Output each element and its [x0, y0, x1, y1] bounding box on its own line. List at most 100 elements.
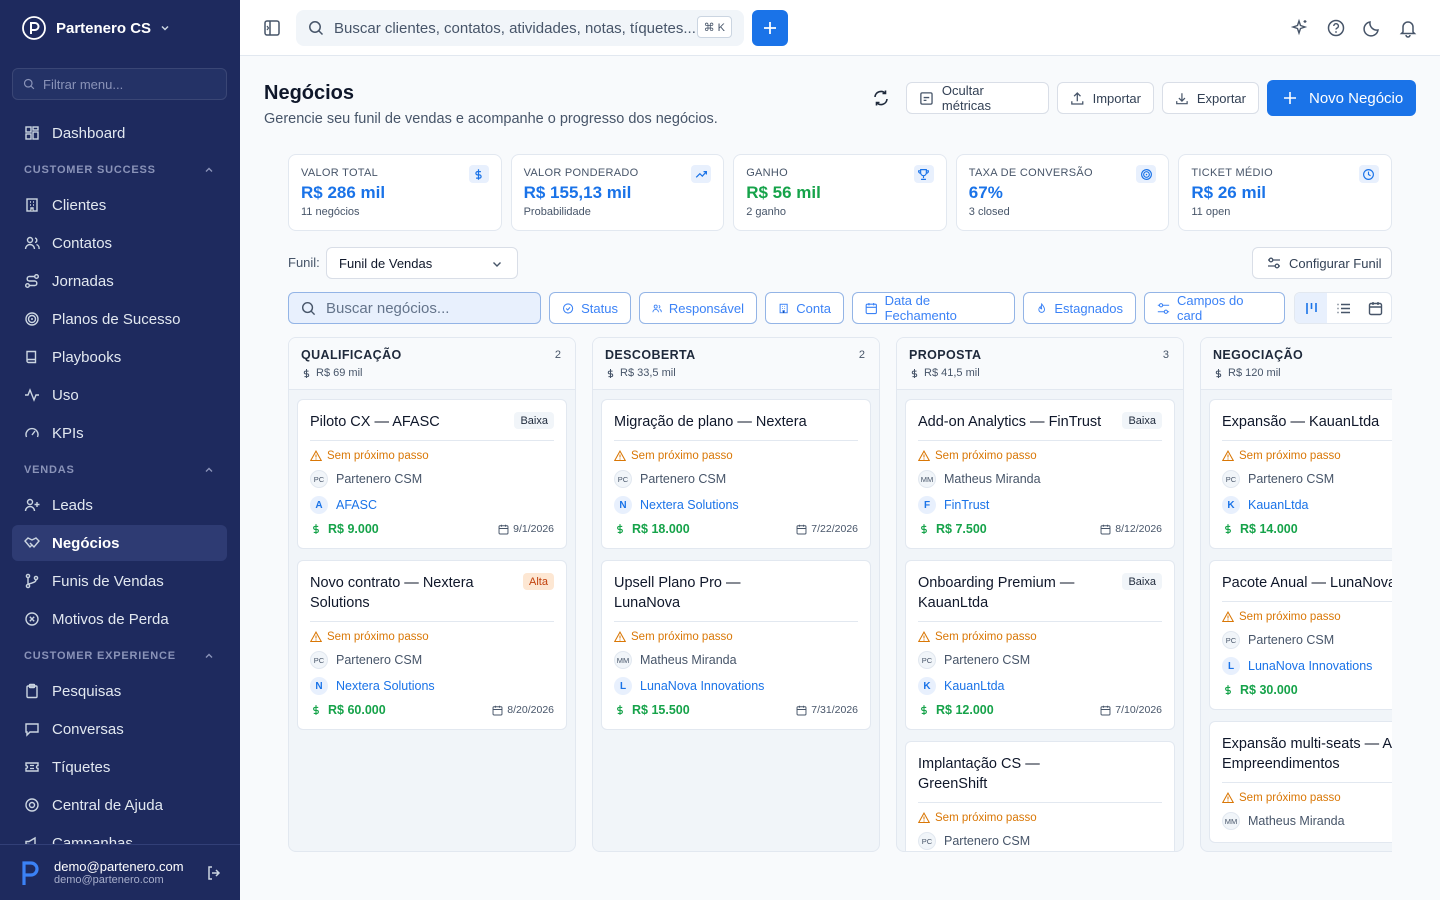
account-link[interactable]: Nextera Solutions — [640, 498, 739, 512]
sidebar-item-label: Dashboard — [52, 124, 126, 142]
sidebar-item-pesquisas[interactable]: Pesquisas — [12, 673, 227, 709]
refresh-icon[interactable] — [872, 89, 890, 107]
configure-funnel-button[interactable]: Configurar Funil — [1252, 247, 1392, 279]
sidebar-item-jornadas[interactable]: Jornadas — [12, 263, 227, 299]
deal-owner: MM Matheus Miranda — [614, 651, 858, 669]
sidebar-section-customer-experience[interactable]: CUSTOMER EXPERIENCE — [12, 639, 227, 673]
sidebar-item-kpis[interactable]: KPIs — [12, 415, 227, 451]
stage-sum-value: R$ 41,5 mil — [924, 367, 980, 379]
moon-icon[interactable] — [1362, 18, 1382, 38]
deal-card[interactable]: Pacote Anual — LunaNova Sem próximo passo… — [1209, 560, 1392, 710]
sidebar-item-funis-de-vendas[interactable]: Funis de Vendas — [12, 563, 227, 599]
owner-name: Partenero CSM — [336, 472, 423, 486]
filter-chip-responsavel[interactable]: Responsável — [639, 292, 757, 324]
deal-card[interactable]: Migração de plano — Nextera Sem próximo p… — [601, 399, 871, 549]
bell-icon[interactable] — [1398, 18, 1418, 38]
import-button[interactable]: Importar — [1057, 82, 1154, 114]
owner-name: Partenero CSM — [1248, 472, 1335, 486]
stage-column-negociacao: NEGOCIAÇÃO R$ 120 mil Expansão — KauanLt… — [1200, 337, 1392, 852]
account-link[interactable]: AFASC — [336, 498, 377, 512]
deal-card[interactable]: Upsell Plano Pro — LunaNova Sem próximo p… — [601, 560, 871, 730]
dollar-icon — [313, 524, 319, 534]
sidebar-item-label: Leads — [52, 496, 93, 514]
deal-search-input[interactable]: Buscar negócios... — [288, 292, 541, 324]
account-link[interactable]: KauanLtda — [1248, 498, 1309, 512]
main-content: Negócios Gerencie seu funil de vendas e … — [240, 56, 1440, 900]
stage-column-proposta: PROPOSTA 3 R$ 41,5 mil Add-on Analytics … — [896, 337, 1184, 852]
sidebar-item-uso[interactable]: Uso — [12, 377, 227, 413]
deal-amount: R$ 15.500 — [614, 703, 690, 717]
filter-chip-label: Responsável — [668, 300, 744, 316]
filter-chip-conta[interactable]: Conta — [765, 292, 844, 324]
account-link[interactable]: KauanLtda — [944, 679, 1005, 693]
sidebar-item-label: Conversas — [52, 720, 124, 738]
sidebar-item-motivos-de-perda[interactable]: Motivos de Perda — [12, 601, 227, 637]
sliders-icon — [1157, 302, 1170, 314]
import-label: Importar — [1092, 90, 1141, 106]
owner-avatar: PC — [1222, 631, 1240, 649]
filter-chip-data-de-fechamento[interactable]: Data de Fechamento — [852, 292, 1015, 324]
account-avatar: F — [918, 496, 936, 514]
list-view-button[interactable] — [1327, 293, 1359, 323]
sidebar-item-negocios[interactable]: Negócios — [12, 525, 227, 561]
dollar-icon — [1225, 685, 1231, 695]
sidebar-section-customer-success[interactable]: CUSTOMER SUCCESS — [12, 153, 227, 187]
deal-card[interactable]: Expansão multi-seats — A Empreendimentos… — [1209, 721, 1392, 843]
sidebar-item-label: Uso — [52, 386, 79, 404]
sidebar-item-dashboard[interactable]: Dashboard — [12, 115, 227, 151]
handshake-icon — [24, 537, 40, 549]
sidebar-toggle-icon[interactable] — [262, 18, 282, 38]
sidebar-item-playbooks[interactable]: Playbooks — [12, 339, 227, 375]
sidebar-item-leads[interactable]: Leads — [12, 487, 227, 523]
new-deal-button[interactable]: Novo Negócio — [1267, 80, 1416, 116]
sidebar-item-clientes[interactable]: Clientes — [12, 187, 227, 223]
deal-footer: R$ 18.000 7/22/2026 — [614, 522, 858, 536]
filter-chip-label: Conta — [796, 300, 831, 316]
gauge-icon — [25, 427, 39, 438]
metric-value: R$ 155,13 mil — [523, 183, 632, 202]
help-icon[interactable] — [1326, 18, 1346, 38]
account-link[interactable]: LunaNova Innovations — [640, 679, 765, 693]
filter-chip-label: Status — [581, 300, 618, 316]
sidebar-item-planos-de-sucesso[interactable]: Planos de Sucesso — [12, 301, 227, 337]
funnel-select[interactable]: Funil de Vendas — [326, 247, 518, 279]
account-link[interactable]: FinTrust — [944, 498, 990, 512]
sparkles-icon[interactable] — [1290, 18, 1310, 38]
deal-card[interactable]: Piloto CX — AFASC Baixa Sem próximo passo P… — [297, 399, 567, 549]
owner-avatar: MM — [614, 651, 632, 669]
kanban-view-button[interactable] — [1295, 293, 1327, 323]
logout-icon[interactable] — [206, 865, 222, 881]
deal-close-date-value: 7/10/2026 — [1115, 704, 1162, 716]
sidebar-item-conversas[interactable]: Conversas — [12, 711, 227, 747]
global-search-input[interactable]: Buscar clientes, contatos, atividades, n… — [296, 10, 744, 46]
account-link[interactable]: LunaNova Innovations — [1248, 659, 1373, 673]
filter-chip-campos-do-card[interactable]: Campos do card — [1144, 292, 1285, 324]
sidebar-item-central-de-ajuda[interactable]: Central de Ajuda — [12, 787, 227, 823]
account-avatar: N — [614, 496, 632, 514]
export-button[interactable]: Exportar — [1162, 82, 1259, 114]
warning-text: Sem próximo passo — [935, 631, 1037, 643]
warning-icon — [918, 450, 930, 462]
org-switcher[interactable]: Partenero CS — [22, 15, 171, 41]
owner-avatar: MM — [918, 470, 936, 488]
stage-count: 3 — [1162, 349, 1169, 361]
warning-text: Sem próximo passo — [631, 450, 733, 462]
menu-filter-input[interactable]: Filtrar menu... — [12, 68, 227, 100]
no-next-step-warning: Sem próximo passo — [1222, 450, 1392, 462]
deal-card[interactable]: Onboarding Premium — KauanLtda Baixa Sem p… — [905, 560, 1175, 730]
sidebar-item-contatos[interactable]: Contatos — [12, 225, 227, 261]
deal-amount: R$ 30.000 — [1222, 683, 1298, 697]
deal-card[interactable]: Expansão — KauanLtda Sem próximo passo PC P… — [1209, 399, 1392, 549]
warning-text: Sem próximo passo — [1239, 450, 1341, 462]
sidebar-item-tiquetes[interactable]: Tíquetes — [12, 749, 227, 785]
quick-add-button[interactable] — [752, 10, 788, 46]
filter-chip-estagnados[interactable]: Estagnados — [1023, 292, 1136, 324]
hide-metrics-button[interactable]: Ocultar métricas — [906, 82, 1049, 114]
deal-card[interactable]: Implantação CS — GreenShift Sem próximo p… — [905, 741, 1175, 851]
deal-card[interactable]: Add-on Analytics — FinTrust Baixa Sem próx… — [905, 399, 1175, 549]
filter-chip-status[interactable]: Status — [549, 292, 631, 324]
account-link[interactable]: Nextera Solutions — [336, 679, 435, 693]
deal-card[interactable]: Novo contrato — Nextera Solutions Alta Sem… — [297, 560, 567, 730]
calendar-view-button[interactable] — [1359, 293, 1391, 323]
sidebar-section-vendas[interactable]: VENDAS — [12, 453, 227, 487]
